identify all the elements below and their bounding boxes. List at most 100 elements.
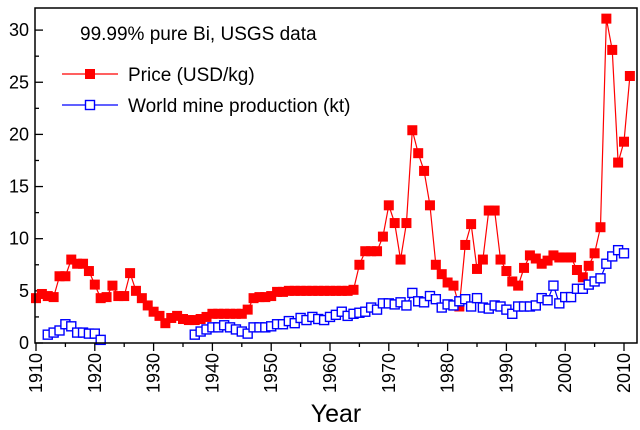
y-tick-label: 5 [19, 281, 29, 301]
data-point [489, 205, 500, 216]
data-point [554, 298, 565, 309]
data-point [371, 304, 383, 315]
data-point [60, 271, 71, 282]
data-point [454, 301, 465, 312]
legend-label-production: World mine production (kt) [128, 96, 350, 117]
legend-item-production: World mine production (kt) [62, 96, 350, 117]
data-point [418, 297, 430, 308]
data-point [442, 277, 453, 288]
x-tick-label: 1960 [320, 353, 340, 393]
data-point [89, 328, 101, 339]
data-point [401, 218, 412, 229]
data-point [42, 291, 53, 302]
x-tick-label: 1980 [438, 353, 458, 393]
data-point [154, 310, 165, 321]
data-point [607, 44, 618, 55]
legend-item-price: Price (USD/kg) [62, 65, 255, 86]
data-point [595, 273, 606, 284]
data-point [401, 300, 412, 311]
data-point [360, 246, 371, 257]
data-point [624, 70, 635, 81]
data-point [301, 285, 312, 296]
data-point [266, 291, 277, 302]
data-point [78, 258, 89, 269]
data-point [336, 285, 347, 296]
data-point [236, 308, 247, 319]
data-point [125, 268, 136, 279]
data-point [413, 148, 424, 159]
data-point [66, 254, 77, 265]
data-point [466, 219, 477, 230]
data-point [201, 311, 212, 322]
data-point [613, 157, 624, 168]
data-point [583, 260, 594, 271]
data-point [136, 293, 147, 304]
data-point [530, 253, 541, 264]
plot-frame [34, 7, 638, 344]
data-point [330, 285, 341, 296]
x-tick-label: 1910 [26, 353, 46, 393]
data-point [183, 315, 194, 326]
data-point [548, 250, 559, 261]
data-point [113, 291, 124, 302]
data-point [95, 293, 106, 304]
data-point [407, 287, 418, 299]
data-point [560, 252, 571, 263]
data-point [166, 312, 177, 323]
data-point [95, 334, 106, 346]
data-point [319, 285, 330, 296]
data-point [524, 250, 535, 261]
data-point [307, 285, 318, 296]
data-point [430, 293, 442, 305]
y-tick-label: 0 [19, 333, 29, 353]
data-point [619, 136, 629, 147]
legend-marker-price [85, 69, 95, 79]
data-point [178, 314, 188, 325]
data-point [283, 285, 294, 296]
y-tick-label: 20 [9, 124, 29, 144]
data-point [54, 325, 65, 336]
data-point [142, 300, 153, 311]
data-point [289, 285, 300, 296]
data-point [601, 258, 612, 269]
x-tick-label: 1990 [496, 353, 516, 393]
data-point [460, 239, 471, 250]
data-point [495, 254, 506, 265]
data-point [248, 293, 259, 304]
data-point [430, 259, 441, 270]
y-tick-label: 25 [9, 72, 29, 92]
x-tick-label: 2010 [614, 353, 634, 393]
x-tick-label: 1930 [144, 353, 164, 393]
data-point [289, 317, 300, 329]
data-point [295, 285, 306, 296]
data-point [618, 248, 630, 259]
data-point [424, 200, 435, 211]
data-point [172, 310, 183, 321]
data-point [507, 308, 518, 319]
data-point [536, 258, 547, 269]
data-point [195, 314, 206, 325]
data-point [389, 218, 400, 229]
x-tick-label: 1970 [379, 353, 399, 393]
data-point [542, 255, 553, 266]
data-point [207, 308, 218, 319]
data-point [348, 284, 359, 295]
data-point [595, 222, 606, 233]
y-tick-label: 30 [9, 20, 29, 40]
data-point [48, 292, 59, 303]
data-point [565, 291, 577, 303]
data-point [54, 271, 65, 282]
data-point [519, 262, 530, 273]
data-point [548, 280, 559, 291]
x-axis-title: Year [311, 400, 362, 428]
data-point [119, 291, 130, 302]
x-tick-label: 2000 [555, 353, 575, 393]
data-point [448, 280, 459, 291]
data-point [36, 288, 47, 299]
legend-label-price: Price (USD/kg) [128, 65, 255, 86]
data-point [471, 292, 483, 304]
data-point [513, 280, 524, 291]
data-point [436, 269, 447, 280]
data-point [342, 285, 353, 296]
